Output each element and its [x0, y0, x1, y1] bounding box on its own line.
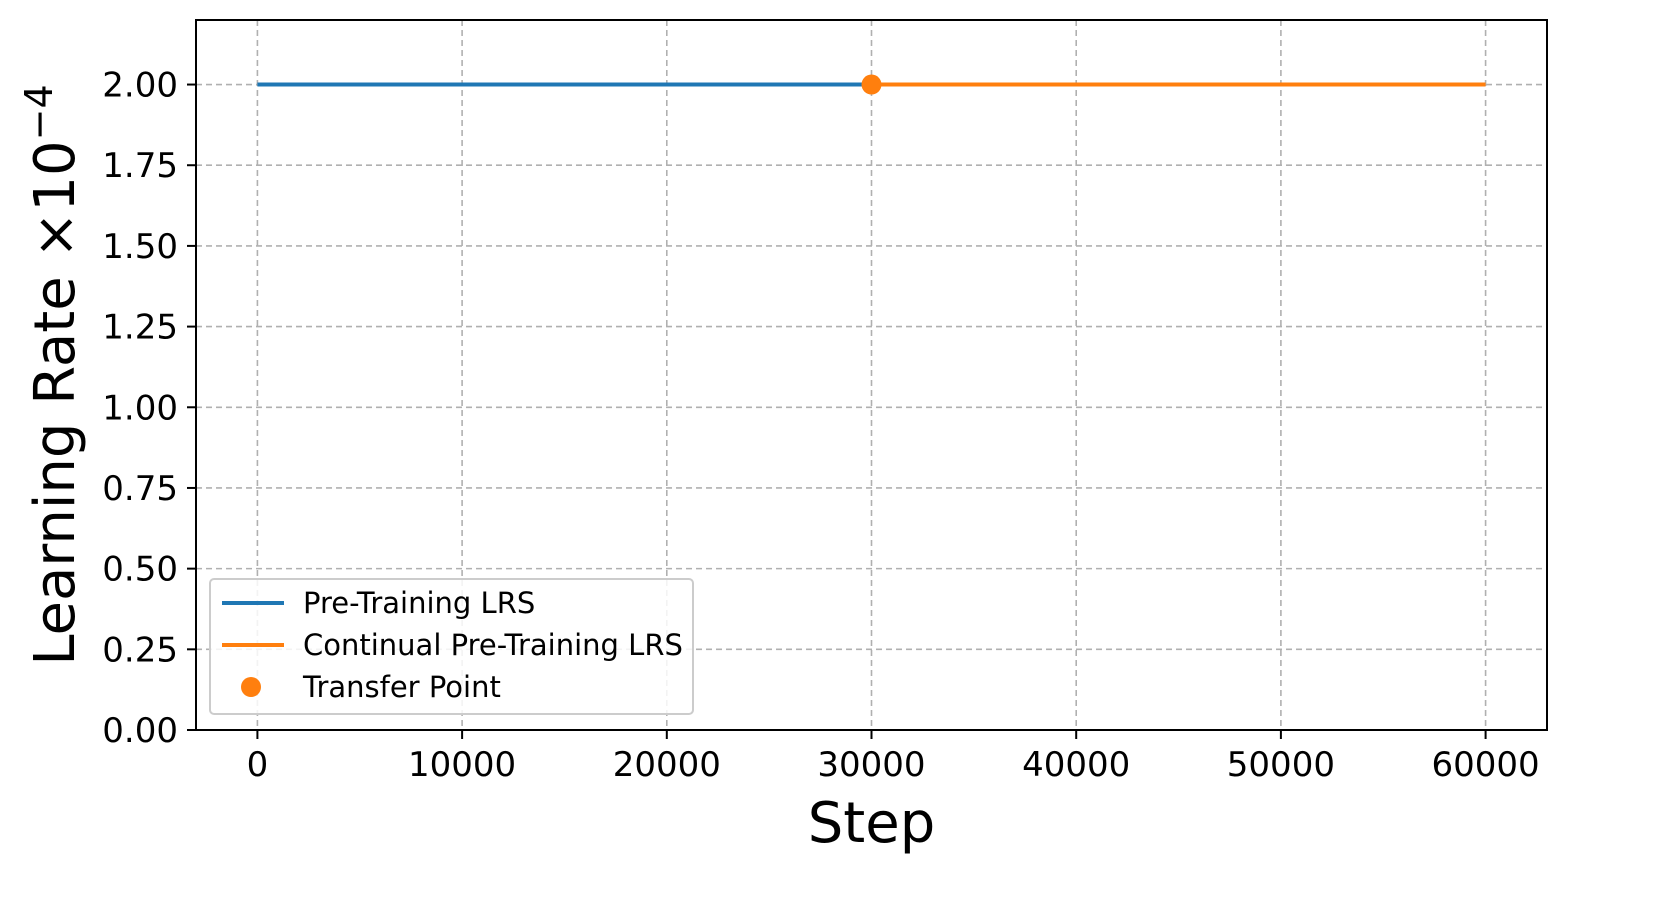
x-tick-label: 30000: [817, 745, 925, 785]
x-tick-label: 20000: [613, 745, 721, 785]
y-tick-label: 1.50: [102, 227, 178, 267]
legend: Pre-Training LRS Continual Pre-Training L…: [209, 578, 694, 715]
legend-label: Continual Pre-Training LRS: [303, 628, 683, 662]
x-tick-label: 10000: [408, 745, 516, 785]
y-tick-label: 1.75: [102, 146, 178, 186]
legend-swatch: [241, 677, 261, 697]
x-tick-label: 0: [247, 745, 269, 785]
legend-box: [209, 578, 694, 715]
legend-label: Transfer Point: [302, 670, 501, 704]
y-tick-label: 0.25: [102, 630, 178, 670]
transfer-point-marker: [861, 74, 882, 95]
y-axis-title-main: Learning Rate ×10: [23, 140, 88, 665]
y-tick-label: 0.50: [102, 550, 178, 590]
x-tick-label: 40000: [1022, 745, 1130, 785]
y-tick-label: 2.00: [102, 66, 178, 106]
plot-series: [257, 74, 1486, 95]
y-tick-label: 1.00: [102, 388, 178, 428]
y-tick-label: 0.00: [102, 711, 178, 751]
legend-items: Pre-Training LRS Continual Pre-Training L…: [222, 586, 683, 704]
y-axis-title-exponent: −4: [17, 84, 61, 140]
y-tick-label: 1.25: [102, 308, 178, 348]
axis-ticks: 0 10000 20000 30000 40000 50000 60000 0.00 0.25 0…: [102, 66, 1539, 785]
y-axis-title: Learning Rate ×10−4: [17, 84, 88, 665]
y-tick-label: 0.75: [102, 469, 178, 509]
x-axis-title: Step: [808, 791, 936, 856]
x-tick-label: 50000: [1227, 745, 1335, 785]
x-tick-label: 60000: [1432, 745, 1540, 785]
legend-label: Pre-Training LRS: [303, 586, 535, 620]
